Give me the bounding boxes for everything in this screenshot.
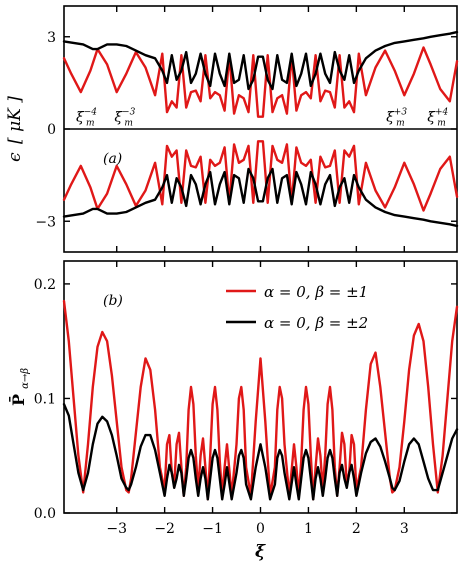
xi-m-annotation: ξ+4 m xyxy=(427,107,448,128)
x-tick-label: −2 xyxy=(154,521,175,537)
panel-a-x-ticks xyxy=(116,6,405,252)
panel-b-x-ticks: −3 −2 −1 0 1 2 3 xyxy=(106,261,409,537)
x-tick-label: 1 xyxy=(304,521,313,537)
panel-b-series-line-0 xyxy=(62,299,459,501)
panel-b-label: (b) xyxy=(103,293,123,309)
panel-b-probability: 0.2 0.1 0.0 −3 −2 −1 0 1 2 3 (b) P̄ α→β α = 0, β… xyxy=(8,260,459,537)
legend-label-red: α = 0, β = ±1 xyxy=(264,283,368,301)
panel-b-series-line-1 xyxy=(62,403,459,501)
x-axis-label: ξ xyxy=(255,542,266,562)
panel-a-annotations: ξ−4 m ξ−3 m ξ+3 m ξ+4 m xyxy=(76,107,449,128)
panel-b-y-ticks: 0.2 0.1 0.0 xyxy=(34,277,457,522)
x-tick-label: 2 xyxy=(352,521,361,537)
panel-b-series-group xyxy=(62,299,459,501)
legend: α = 0, β = ±1 α = 0, β = ±2 xyxy=(226,283,368,332)
x-tick-label: −3 xyxy=(106,521,127,537)
panel-a-ylabel-close: ] xyxy=(5,96,25,104)
panel-b-ylabel: P̄ α→β xyxy=(8,368,31,406)
panel-a-y-ticks: 3 0 −3 xyxy=(35,30,457,230)
x-tick-label: 0 xyxy=(256,521,265,537)
panel-a-label: (a) xyxy=(103,151,122,167)
panel-a-ylabel-open: [ xyxy=(5,137,25,144)
legend-label-black: α = 0, β = ±2 xyxy=(264,314,368,332)
xi-m-annotation: ξ−3 m xyxy=(114,107,135,128)
panel-a-ylabel: ϵ [ μK ] xyxy=(5,96,25,162)
panel-b-ylabel-base: P̄ xyxy=(8,394,28,406)
panel-a-series-group xyxy=(62,30,459,228)
panel-a-ylabel-symbol: ϵ xyxy=(5,152,25,162)
panel-a-y-tick-label: −3 xyxy=(35,214,56,230)
panel-b-ylabel-sub: α→β xyxy=(20,368,31,389)
panel-a-series-line-1 xyxy=(62,30,459,91)
panel-a-energy-spectrum: 3 0 −3 ξ−4 m ξ−3 m ξ+3 m ξ+4 m (a) ϵ [ μK ] xyxy=(5,5,459,253)
panel-a-series-line-0 xyxy=(62,46,459,118)
panel-b-y-tick-label: 0.2 xyxy=(34,277,56,293)
x-tick-label: 3 xyxy=(400,521,409,537)
panel-a-series-line-3 xyxy=(62,167,459,228)
panel-a-y-tick-label: 3 xyxy=(47,30,56,46)
panel-b-y-tick-label: 0.1 xyxy=(34,391,56,407)
panel-a-series-line-2 xyxy=(62,140,459,212)
xi-m-annotation: ξ−4 m xyxy=(76,107,97,128)
x-tick-label: −1 xyxy=(202,521,223,537)
xi-m-annotation: ξ+3 m xyxy=(386,107,407,128)
panel-a-y-tick-label: 0 xyxy=(47,122,56,138)
panel-b-y-tick-label: 0.0 xyxy=(34,506,56,522)
panel-a-ylabel-unit: μK xyxy=(5,107,25,132)
